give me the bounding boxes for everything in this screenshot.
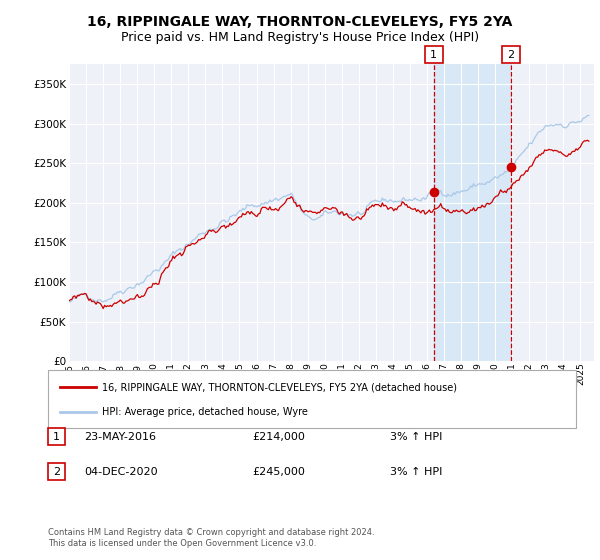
Text: 23-MAY-2016: 23-MAY-2016 <box>84 432 156 442</box>
Text: 2: 2 <box>53 466 60 477</box>
Text: HPI: Average price, detached house, Wyre: HPI: Average price, detached house, Wyre <box>102 407 308 417</box>
Text: 3% ↑ HPI: 3% ↑ HPI <box>390 432 442 442</box>
Text: £245,000: £245,000 <box>252 466 305 477</box>
Text: 2: 2 <box>507 50 514 60</box>
Text: 16, RIPPINGALE WAY, THORNTON-CLEVELEYS, FY5 2YA (detached house): 16, RIPPINGALE WAY, THORNTON-CLEVELEYS, … <box>102 382 457 392</box>
Text: 04-DEC-2020: 04-DEC-2020 <box>84 466 158 477</box>
Text: Contains HM Land Registry data © Crown copyright and database right 2024.
This d: Contains HM Land Registry data © Crown c… <box>48 528 374 548</box>
Text: 1: 1 <box>53 432 60 442</box>
Text: 16, RIPPINGALE WAY, THORNTON-CLEVELEYS, FY5 2YA: 16, RIPPINGALE WAY, THORNTON-CLEVELEYS, … <box>88 15 512 29</box>
Bar <box>434 64 511 361</box>
Text: 3% ↑ HPI: 3% ↑ HPI <box>390 466 442 477</box>
Text: Price paid vs. HM Land Registry's House Price Index (HPI): Price paid vs. HM Land Registry's House … <box>121 31 479 44</box>
Text: 1: 1 <box>430 50 437 60</box>
Text: £214,000: £214,000 <box>252 432 305 442</box>
